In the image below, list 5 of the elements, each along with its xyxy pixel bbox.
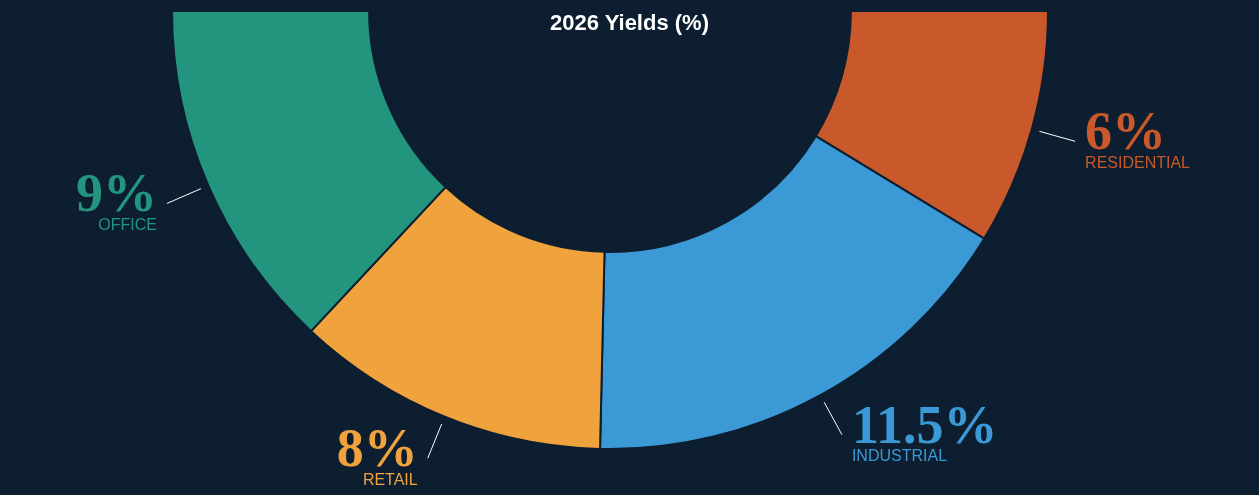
slice-label: OFFICE [98,215,157,233]
slice-label: RETAIL [362,470,418,488]
slice-label: RESIDENTIAL [1085,153,1191,171]
slice-label: INDUSTRIAL [851,447,948,465]
chart-title: 2026 Yields (%) [549,10,710,36]
